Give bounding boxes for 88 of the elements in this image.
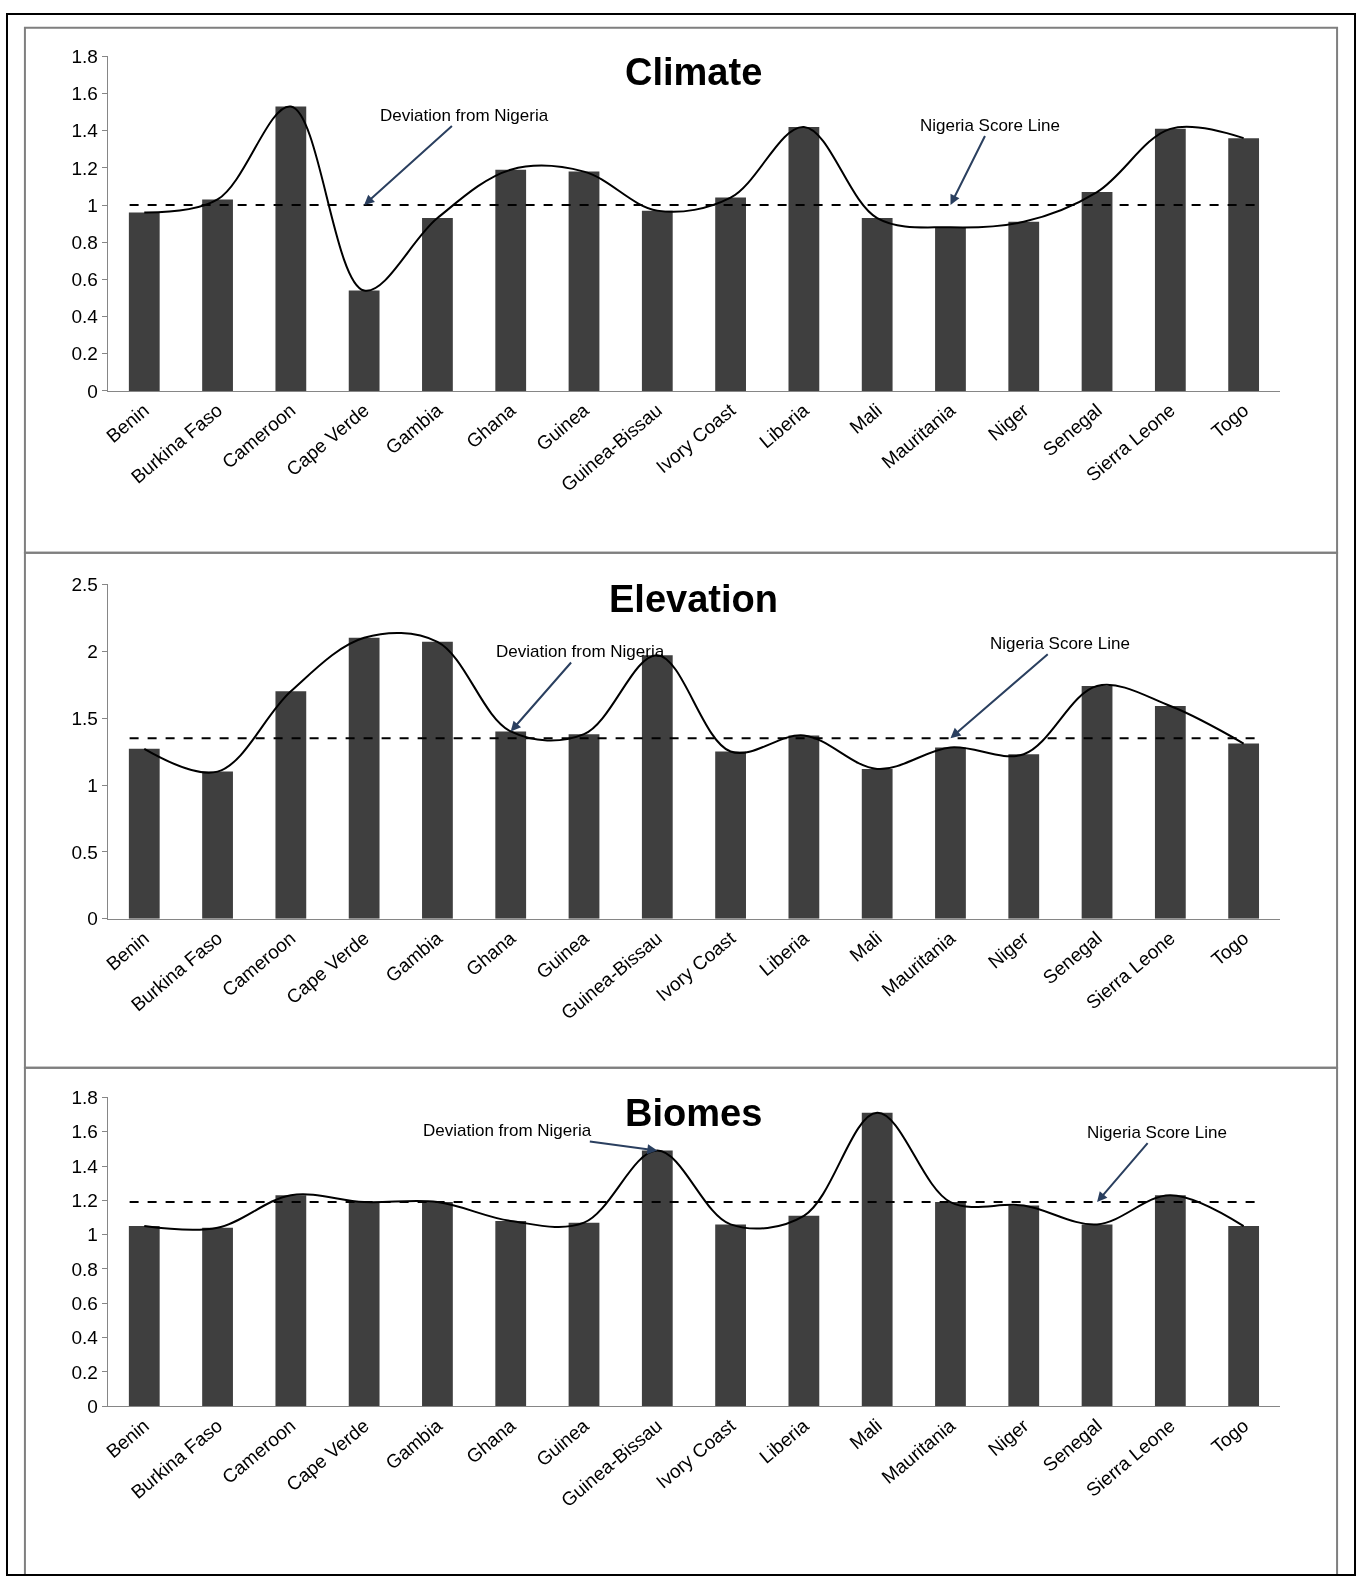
x-tick-label: Togo: [1207, 399, 1253, 443]
bar: [861, 768, 893, 919]
bar: [348, 290, 380, 391]
y-tick-label: 1.8: [71, 46, 98, 68]
bar: [128, 1226, 160, 1407]
y-tick-label: 1.8: [71, 1087, 98, 1109]
bar: [935, 747, 966, 919]
bar: [1228, 743, 1260, 919]
annotation: Nigeria Score Line: [1087, 1123, 1227, 1142]
bar: [128, 748, 160, 919]
y-tick-label: 0.4: [71, 1327, 99, 1349]
bar: [1081, 192, 1113, 391]
bar: [788, 735, 820, 919]
bar: [715, 197, 746, 391]
y-tick-label: 0.8: [71, 1258, 98, 1280]
chart-title: Elevation: [609, 578, 778, 620]
bar: [275, 1195, 307, 1407]
bar: [202, 771, 233, 919]
y-tick-label: 0.8: [71, 231, 98, 253]
annotation: Deviation from Nigeria: [496, 642, 665, 661]
y-tick-label: 1.4: [71, 120, 99, 142]
y-tick-label: 0.5: [71, 841, 98, 863]
y-tick-label: 0.2: [71, 343, 98, 365]
annotation: Deviation from Nigeria: [380, 106, 549, 125]
bar: [495, 731, 527, 919]
x-tick-label: Mali: [845, 1414, 886, 1454]
y-tick-label: 1: [87, 194, 98, 216]
bar: [128, 212, 160, 391]
annotation: Nigeria Score Line: [920, 116, 1060, 135]
bar: [1008, 1205, 1040, 1407]
chart-title: Biomes: [625, 1092, 763, 1134]
y-tick-label: 1.6: [71, 1121, 98, 1143]
bar: [1228, 1226, 1260, 1407]
bar: [275, 106, 307, 391]
y-tick-label: 0: [87, 908, 98, 930]
bar: [935, 1202, 966, 1407]
y-tick-label: 1: [87, 1224, 98, 1246]
bar: [861, 1112, 893, 1407]
y-tick-label: 1.2: [71, 157, 98, 179]
bar: [348, 637, 380, 919]
bar: [1154, 128, 1186, 391]
y-tick-label: 0.6: [71, 269, 98, 291]
x-tick-label: Mali: [845, 927, 886, 966]
annotation: Nigeria Score Line: [990, 634, 1130, 653]
bar: [568, 171, 600, 391]
y-tick-label: 2.5: [71, 573, 98, 595]
bar: [202, 1227, 233, 1407]
bar: [861, 218, 893, 391]
bar: [788, 1215, 820, 1407]
bar: [641, 1150, 673, 1407]
bar: [495, 169, 527, 391]
x-tick-label: Togo: [1207, 1414, 1253, 1458]
bar: [1228, 138, 1260, 391]
y-tick-label: 1.4: [71, 1155, 99, 1177]
y-tick-label: 1.6: [71, 83, 98, 105]
y-tick-label: 0.4: [71, 306, 99, 328]
bar: [788, 127, 820, 391]
bar: [275, 691, 307, 919]
bar: [495, 1220, 527, 1407]
y-tick-label: 0.2: [71, 1361, 98, 1383]
bar: [422, 641, 453, 919]
x-tick-label: Togo: [1207, 927, 1253, 970]
y-tick-label: 0: [87, 1395, 98, 1417]
bar: [1154, 706, 1186, 919]
y-tick-label: 0.6: [71, 1292, 98, 1314]
x-tick-label: Mali: [845, 399, 886, 438]
bar: [715, 751, 746, 919]
bar: [1008, 754, 1040, 919]
bar: [568, 1222, 600, 1407]
bar: [1081, 1224, 1113, 1407]
bar: [715, 1224, 746, 1407]
y-tick-label: 1: [87, 774, 98, 796]
bar: [641, 210, 673, 391]
bar: [1008, 221, 1040, 391]
bar: [348, 1202, 380, 1407]
bar: [422, 1202, 453, 1407]
y-tick-label: 1.5: [71, 707, 98, 729]
y-tick-label: 0: [87, 380, 98, 402]
bar: [1154, 1195, 1186, 1407]
bar: [568, 734, 600, 919]
bar: [422, 218, 453, 391]
bar: [202, 199, 233, 391]
chart-title: Climate: [625, 51, 763, 93]
y-tick-label: 2: [87, 640, 98, 662]
bar: [1081, 685, 1113, 919]
annotation: Deviation from Nigeria: [423, 1121, 592, 1140]
y-tick-label: 1.2: [71, 1190, 98, 1212]
bar: [935, 227, 966, 391]
